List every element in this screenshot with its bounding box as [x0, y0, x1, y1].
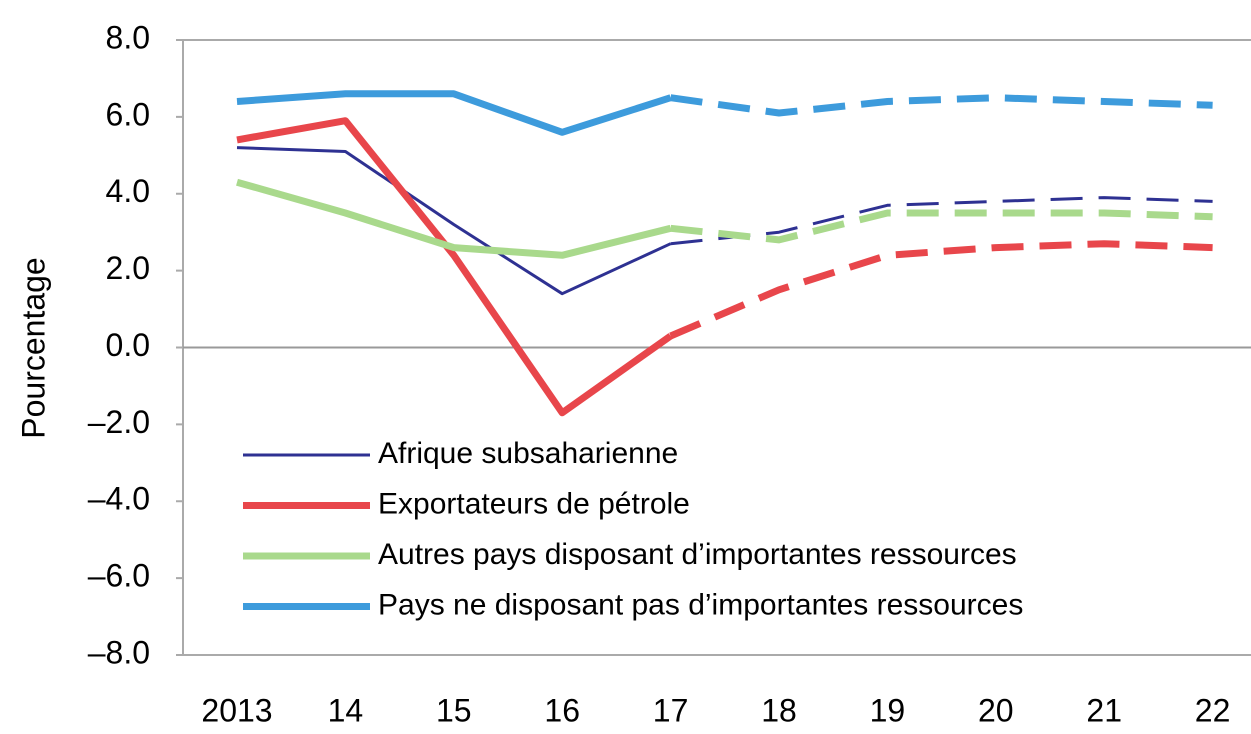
x-tick-label: 17 — [653, 692, 689, 728]
y-tick-label: 8.0 — [106, 19, 150, 55]
y-tick-label: –4.0 — [88, 481, 150, 517]
y-tick-label: 0.0 — [106, 327, 150, 363]
x-tick-label: 21 — [1086, 692, 1122, 728]
x-tick-label: 20 — [978, 692, 1014, 728]
x-tick-label: 16 — [544, 692, 580, 728]
projection-line — [669, 240, 1213, 340]
projection-line — [670, 196, 1213, 246]
y-tick-label: –2.0 — [88, 404, 150, 440]
legend-label: Afrique subsaharienne — [378, 437, 678, 470]
series-line — [236, 178, 672, 259]
projection-line — [670, 94, 1213, 117]
series-line — [236, 146, 672, 296]
legend-label: Pays ne disposant pas d’importantes ress… — [378, 588, 1023, 621]
y-tick-label: –6.0 — [88, 558, 150, 594]
legend-label: Autres pays disposant d’importantes ress… — [378, 538, 1017, 571]
y-tick-label: 6.0 — [106, 96, 150, 132]
y-tick-label: –8.0 — [88, 634, 150, 670]
series-line — [236, 90, 672, 136]
series-line — [236, 117, 673, 417]
projection-line — [670, 209, 1213, 244]
x-tick-label: 18 — [761, 692, 797, 728]
x-tick-label: 22 — [1195, 692, 1231, 728]
y-axis-label: Pourcentage — [15, 257, 51, 438]
legend-label: Exportateurs de pétrole — [378, 487, 690, 520]
y-tick-label: 4.0 — [106, 173, 150, 209]
x-tick-label: 15 — [436, 692, 472, 728]
x-tick-label: 2013 — [201, 692, 272, 728]
x-tick-label: 19 — [870, 692, 906, 728]
y-tick-label: 2.0 — [106, 250, 150, 286]
x-tick-label: 14 — [328, 692, 364, 728]
